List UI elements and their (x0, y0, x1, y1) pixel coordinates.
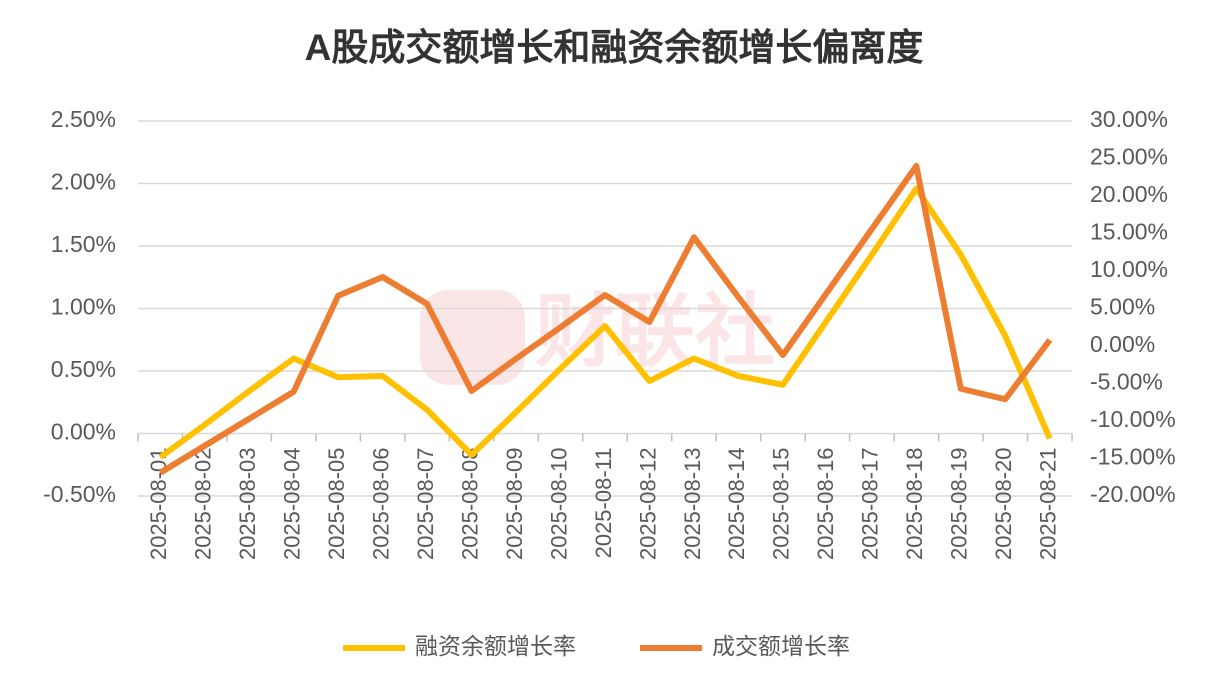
y2-tick-label: 0.00% (1090, 331, 1155, 357)
y2-tick-label: 15.00% (1090, 219, 1168, 245)
x-tick-label: 2025-08-14 (724, 448, 749, 561)
x-tick-label: 2025-08-21 (1036, 448, 1061, 561)
watermark-logo (420, 290, 525, 385)
x-tick-label: 2025-08-16 (813, 448, 838, 561)
x-tick-label: 2025-08-03 (235, 448, 260, 561)
x-tick-label: 2025-08-17 (858, 448, 883, 561)
watermark: 财联社 (420, 287, 775, 385)
chart-title: A股成交额增长和融资余额增长偏离度 (305, 26, 924, 68)
x-tick-label: 2025-08-19 (947, 448, 972, 561)
x-tick-label: 2025-08-05 (324, 448, 349, 561)
y2-tick-label: 25.00% (1090, 144, 1168, 170)
x-tick-label: 2025-08-07 (413, 448, 438, 561)
y-tick-label: 2.00% (51, 169, 116, 195)
y2-tick-label: 30.00% (1090, 106, 1168, 132)
y-tick-label: 1.50% (51, 231, 116, 257)
legend-label: 成交额增长率 (712, 633, 850, 659)
y2-tick-label: -15.00% (1090, 444, 1176, 470)
x-tick-label: 2025-08-06 (368, 448, 393, 561)
watermark-text: 财联社 (535, 287, 775, 376)
x-tick-label: 2025-08-20 (991, 448, 1016, 561)
x-tick-label: 2025-08-18 (902, 448, 927, 561)
x-tick-label: 2025-08-15 (769, 448, 794, 561)
y-tick-label: 2.50% (51, 106, 116, 132)
y-tick-label: 0.00% (51, 419, 116, 445)
x-tick-label: 2025-08-12 (635, 448, 660, 561)
y2-tick-label: 20.00% (1090, 181, 1168, 207)
x-tick-label: 2025-08-09 (502, 448, 527, 561)
y2-tick-label: -20.00% (1090, 481, 1176, 507)
x-tick-label: 2025-08-04 (279, 448, 304, 561)
y2-tick-label: 10.00% (1090, 256, 1168, 282)
x-tick-label: 2025-08-01 (146, 448, 171, 561)
y-tick-label: 0.50% (51, 356, 116, 382)
x-tick-label: 2025-08-11 (591, 448, 616, 559)
y2-tick-label: -5.00% (1090, 369, 1163, 395)
legend-label: 融资余额增长率 (415, 633, 576, 659)
x-tick-label: 2025-08-10 (546, 448, 571, 561)
x-tick-label: 2025-08-08 (457, 448, 482, 561)
x-tick-label: 2025-08-13 (680, 448, 705, 561)
y2-tick-label: 5.00% (1090, 294, 1155, 320)
y-tick-label: 1.00% (51, 294, 116, 320)
y-tick-label: -0.50% (43, 481, 116, 507)
x-tick-label: 2025-08-02 (191, 448, 216, 561)
y2-tick-label: -10.00% (1090, 406, 1176, 432)
data-line (158, 163, 1053, 476)
